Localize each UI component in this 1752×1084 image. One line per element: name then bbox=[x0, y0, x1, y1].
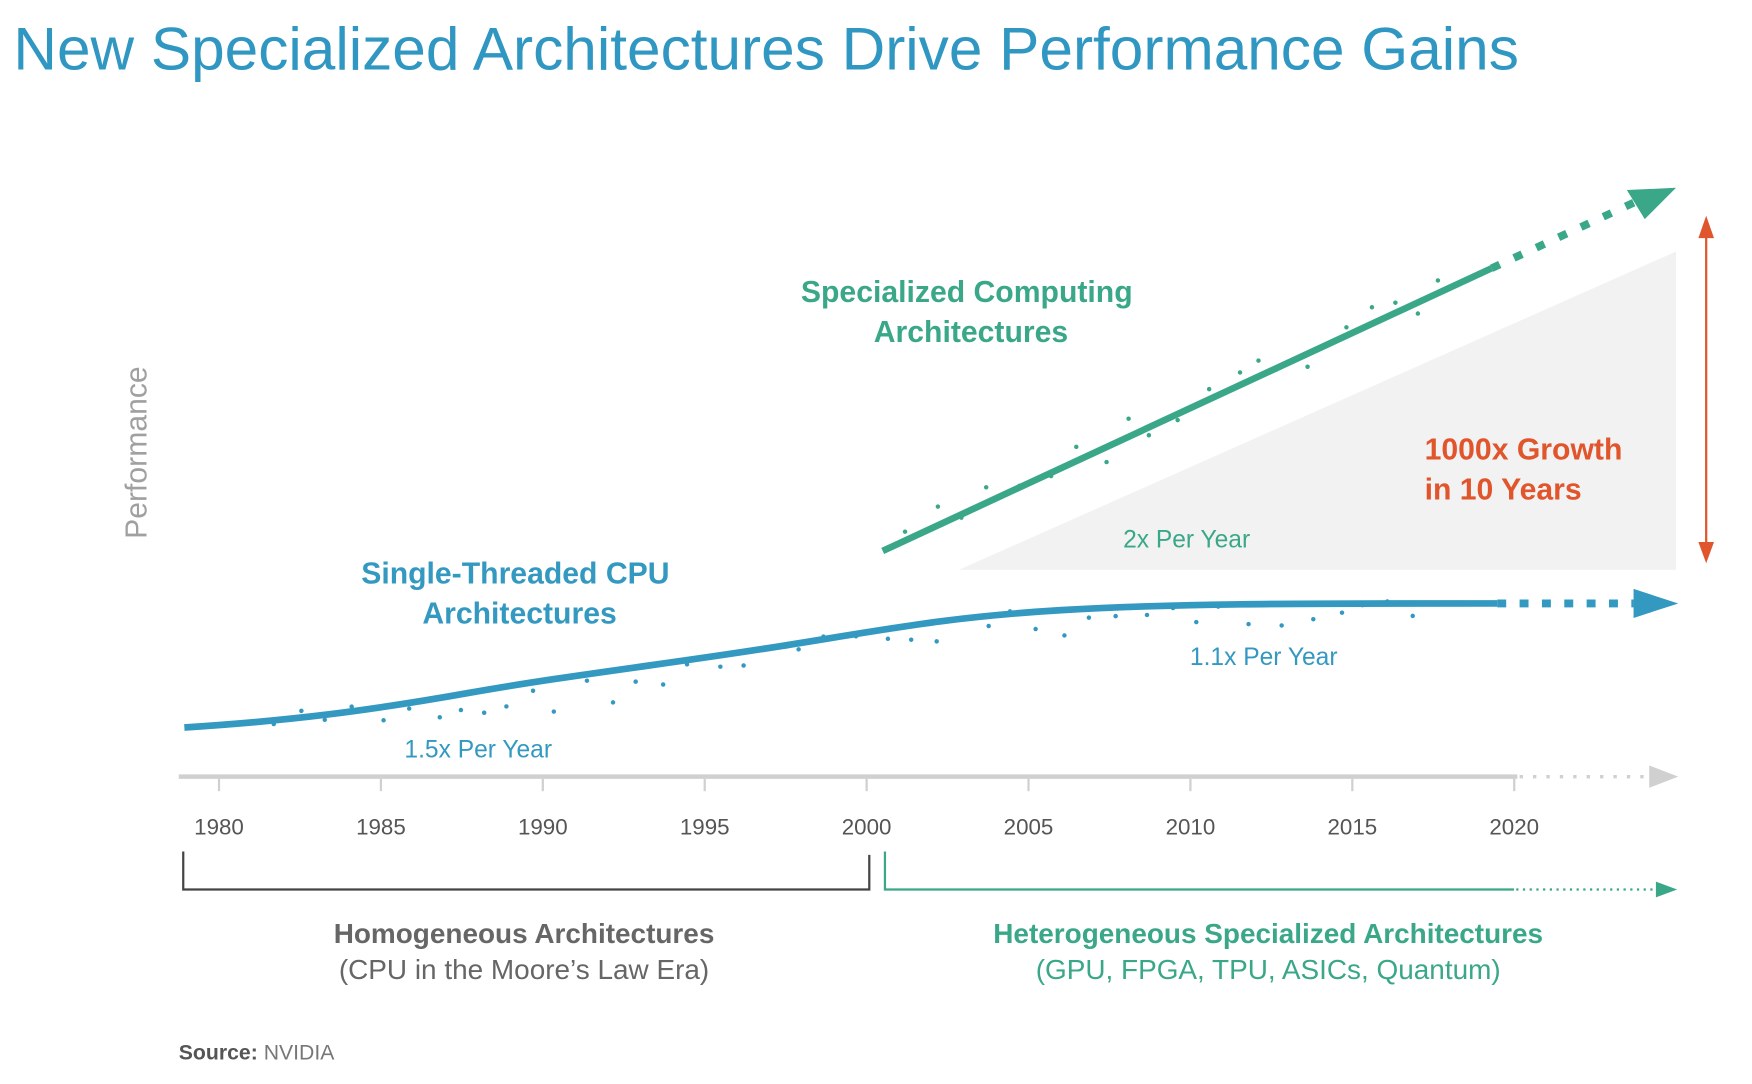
specialized-data-point bbox=[1415, 311, 1421, 316]
specialized-data-point bbox=[1344, 325, 1349, 330]
cpu-data-point bbox=[349, 704, 354, 709]
x-axis-arrow-head bbox=[1649, 765, 1679, 788]
homogeneous-era-title: Homogeneous Architectures bbox=[334, 918, 715, 949]
cpu-data-point bbox=[1279, 623, 1284, 628]
cpu-data-point bbox=[530, 688, 536, 693]
specialized-data-point bbox=[1206, 386, 1212, 392]
specialized-arrow-head bbox=[1626, 187, 1677, 220]
cpu-data-point bbox=[885, 636, 891, 642]
x-tick-label: 2010 bbox=[1166, 815, 1216, 840]
specialized-data-point bbox=[935, 504, 941, 509]
cpu-data-point bbox=[551, 709, 557, 714]
cpu-data-point bbox=[660, 682, 666, 687]
page-title: New Specialized Architectures Drive Perf… bbox=[13, 14, 1518, 82]
growth-annotation: 1000x Growth in 10 Years bbox=[1425, 433, 1631, 506]
x-tick-label: 2015 bbox=[1327, 815, 1377, 840]
x-tick-label: 1995 bbox=[680, 815, 730, 840]
specialized-data-point bbox=[1435, 278, 1441, 283]
cpu-data-point bbox=[322, 717, 327, 723]
cpu-data-point bbox=[633, 679, 638, 684]
rate-label-1-1x: 1.1x Per Year bbox=[1190, 644, 1338, 671]
cpu-arrow-head bbox=[1633, 588, 1679, 618]
cpu-data-point bbox=[1194, 619, 1199, 625]
specialized-extrapolation-dotted bbox=[1490, 197, 1639, 272]
specialized-data-point bbox=[1237, 370, 1243, 375]
x-tick-label: 2000 bbox=[842, 815, 892, 840]
cpu-data-point bbox=[437, 715, 443, 720]
y-axis-label: Performance bbox=[120, 366, 153, 539]
cpu-data-point bbox=[504, 704, 509, 709]
specialized-data-point bbox=[1146, 433, 1152, 438]
growth-shade-triangle bbox=[958, 251, 1677, 570]
cpu-data-point bbox=[610, 700, 616, 705]
cpu-data-point bbox=[1086, 615, 1092, 620]
rate-label-2x: 2x Per Year bbox=[1123, 527, 1250, 554]
cpu-data-point bbox=[1113, 613, 1118, 619]
source-note: Source: NVIDIA bbox=[179, 1041, 336, 1064]
homogeneous-era-bracket bbox=[182, 851, 871, 891]
cpu-data-point bbox=[1339, 610, 1345, 615]
specialized-data-point bbox=[1175, 417, 1180, 423]
x-tick-label: 2005 bbox=[1004, 815, 1054, 840]
specialized-data-point bbox=[902, 529, 908, 534]
homogeneous-era-subtitle: (CPU in the Moore’s Law Era) bbox=[339, 954, 709, 985]
cpu-data-point bbox=[458, 707, 464, 713]
cpu-data-point bbox=[796, 647, 801, 652]
specialized-data-point bbox=[1369, 305, 1375, 310]
cpu-data-point bbox=[1410, 613, 1415, 619]
cpu-data-point bbox=[934, 639, 939, 644]
x-tick-label: 1985 bbox=[356, 815, 406, 840]
cpu-data-point bbox=[481, 710, 487, 715]
cpu-series-label: Single-Threaded CPU Architectures bbox=[361, 557, 678, 630]
specialized-data-point bbox=[1104, 459, 1109, 465]
specialized-performance-line bbox=[881, 265, 1494, 554]
cpu-data-point bbox=[406, 706, 412, 711]
specialized-data-point bbox=[1074, 444, 1079, 450]
specialized-data-point bbox=[1305, 364, 1310, 369]
cpu-data-point bbox=[986, 623, 991, 629]
heterogeneous-era-arrow bbox=[1655, 881, 1678, 898]
specialized-data-point bbox=[1126, 416, 1131, 421]
growth-arrow-bottom bbox=[1698, 542, 1715, 564]
cpu-data-point bbox=[1033, 626, 1038, 632]
specialized-data-point bbox=[1393, 300, 1398, 305]
heterogeneous-era-subtitle: (GPU, FPGA, TPU, ASICs, Quantum) bbox=[1036, 954, 1501, 985]
growth-arrow-top bbox=[1698, 215, 1715, 239]
cpu-data-point bbox=[1246, 621, 1251, 627]
cpu-data-point bbox=[299, 708, 304, 714]
x-tick-label: 2020 bbox=[1489, 815, 1539, 840]
cpu-data-point bbox=[908, 637, 914, 642]
cpu-data-point bbox=[718, 664, 723, 669]
cpu-data-point bbox=[741, 663, 746, 668]
heterogeneous-era-title: Heterogeneous Specialized Architectures bbox=[993, 918, 1543, 949]
cpu-data-point bbox=[1062, 633, 1067, 638]
rate-label-1-5x: 1.5x Per Year bbox=[404, 737, 552, 764]
heterogeneous-era-bracket bbox=[883, 851, 1515, 891]
specialized-data-point bbox=[983, 485, 989, 490]
specialized-data-point bbox=[1256, 358, 1261, 363]
x-tick-label: 1990 bbox=[518, 815, 568, 840]
specialized-series-label: Specialized Computing Architectures bbox=[801, 276, 1141, 349]
x-tick-label: 1980 bbox=[194, 815, 244, 840]
cpu-data-point bbox=[381, 718, 386, 723]
cpu-data-point bbox=[584, 678, 590, 683]
cpu-data-point bbox=[1311, 616, 1316, 622]
cpu-performance-line bbox=[184, 600, 1498, 731]
cpu-data-point bbox=[1144, 612, 1150, 618]
